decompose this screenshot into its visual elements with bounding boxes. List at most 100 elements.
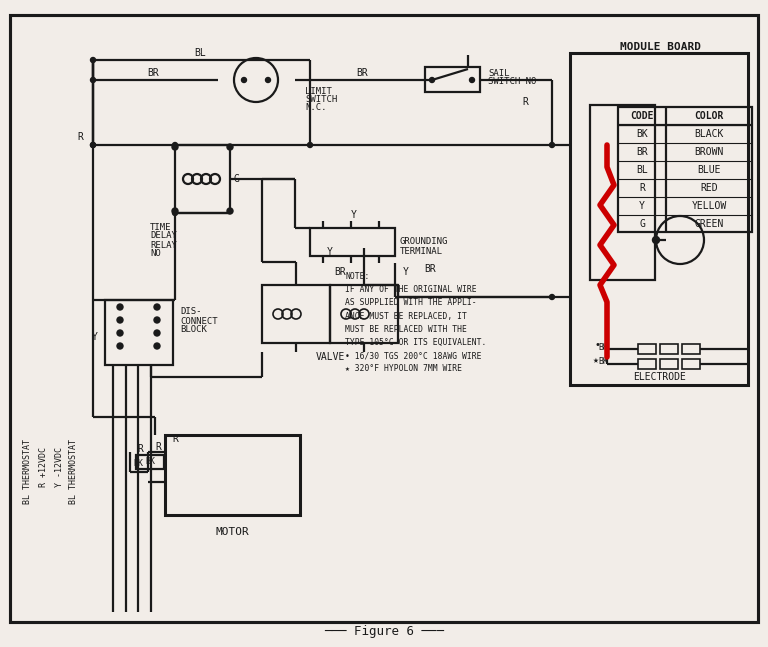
Circle shape xyxy=(307,142,313,148)
Bar xyxy=(105,300,173,365)
Text: DIS-: DIS- xyxy=(180,307,201,316)
Text: BL: BL xyxy=(194,48,206,58)
Text: R: R xyxy=(155,442,161,452)
Text: SAIL: SAIL xyxy=(488,69,509,78)
Text: BR: BR xyxy=(636,147,648,157)
Circle shape xyxy=(91,142,95,148)
Text: MOTOR: MOTOR xyxy=(215,527,249,537)
Text: NOTE:
IF ANY OF THE ORIGINAL WIRE
AS SUPPLIED WITH THE APPLI-
ANCE MUST BE REPLA: NOTE: IF ANY OF THE ORIGINAL WIRE AS SUP… xyxy=(345,272,486,373)
Text: SWITCH NO: SWITCH NO xyxy=(488,76,536,85)
Text: BK: BK xyxy=(133,459,143,468)
Circle shape xyxy=(173,142,177,148)
Text: BK: BK xyxy=(598,356,608,366)
Bar xyxy=(638,359,656,369)
Text: TIME: TIME xyxy=(150,223,171,232)
Text: MODULE BOARD: MODULE BOARD xyxy=(620,42,700,52)
Bar xyxy=(175,145,230,213)
Text: BL THERMOSTAT: BL THERMOSTAT xyxy=(69,439,78,505)
Text: N.C.: N.C. xyxy=(305,104,326,113)
Text: BL: BL xyxy=(636,165,648,175)
Circle shape xyxy=(154,330,160,336)
Text: SWITCH: SWITCH xyxy=(305,96,337,105)
Circle shape xyxy=(653,237,660,243)
Text: RED: RED xyxy=(700,183,718,193)
Bar xyxy=(425,67,480,92)
Text: NO: NO xyxy=(150,250,161,259)
Bar xyxy=(660,359,678,369)
Text: COLOR: COLOR xyxy=(694,111,723,121)
Bar xyxy=(330,285,398,343)
Circle shape xyxy=(91,142,95,148)
Text: R: R xyxy=(137,444,143,454)
Bar xyxy=(682,359,700,369)
Text: Y: Y xyxy=(327,247,333,257)
Bar xyxy=(660,344,678,354)
Bar xyxy=(682,344,700,354)
Text: Y: Y xyxy=(92,332,98,342)
Text: Y -12VDC: Y -12VDC xyxy=(55,447,64,487)
Circle shape xyxy=(117,317,123,323)
Text: BK: BK xyxy=(145,457,155,466)
Circle shape xyxy=(241,78,247,83)
Text: R: R xyxy=(172,434,178,444)
Text: Y: Y xyxy=(639,201,645,211)
Circle shape xyxy=(117,343,123,349)
Circle shape xyxy=(154,343,160,349)
Text: CONNECT: CONNECT xyxy=(180,316,217,325)
Text: ─── Figure 6 ───: ─── Figure 6 ─── xyxy=(324,626,444,639)
Text: G: G xyxy=(639,219,645,229)
Bar xyxy=(570,53,748,385)
Text: DELAY: DELAY xyxy=(150,232,177,241)
Circle shape xyxy=(227,144,233,150)
Text: R +12VDC: R +12VDC xyxy=(39,447,48,487)
Text: BK: BK xyxy=(636,129,648,139)
Circle shape xyxy=(91,78,95,83)
Text: •: • xyxy=(594,340,600,350)
Text: BR: BR xyxy=(147,68,159,78)
Circle shape xyxy=(173,210,177,215)
Circle shape xyxy=(172,208,178,214)
Text: GROUNDING: GROUNDING xyxy=(400,237,449,247)
Bar xyxy=(136,455,164,469)
Circle shape xyxy=(117,330,123,336)
Text: G: G xyxy=(233,174,239,184)
Text: BR: BR xyxy=(424,264,436,274)
Text: YELLOW: YELLOW xyxy=(691,201,727,211)
Text: BL THERMOSTAT: BL THERMOSTAT xyxy=(24,439,32,505)
Circle shape xyxy=(429,78,435,83)
Text: ELECTRODE: ELECTRODE xyxy=(634,372,687,382)
Bar xyxy=(310,228,395,256)
Text: BROWN: BROWN xyxy=(694,147,723,157)
Circle shape xyxy=(549,294,554,300)
Circle shape xyxy=(227,208,233,214)
Circle shape xyxy=(469,78,475,83)
Bar xyxy=(638,344,656,354)
Text: BLOCK: BLOCK xyxy=(180,325,207,334)
Text: R: R xyxy=(522,97,528,107)
Circle shape xyxy=(549,142,554,148)
Text: Y: Y xyxy=(351,210,357,220)
Text: Y: Y xyxy=(403,267,409,277)
Circle shape xyxy=(117,304,123,310)
Circle shape xyxy=(154,317,160,323)
Text: BLUE: BLUE xyxy=(697,165,720,175)
Text: R: R xyxy=(639,183,645,193)
Text: BLACK: BLACK xyxy=(694,129,723,139)
Bar xyxy=(262,285,330,343)
Circle shape xyxy=(172,144,178,150)
Bar xyxy=(165,435,300,515)
Text: VALVE: VALVE xyxy=(316,352,345,362)
Circle shape xyxy=(154,304,160,310)
Text: RELAY: RELAY xyxy=(150,241,177,250)
Text: LIMIT: LIMIT xyxy=(305,87,332,96)
Text: R: R xyxy=(77,132,83,142)
Circle shape xyxy=(266,78,270,83)
Text: CODE: CODE xyxy=(631,111,654,121)
Text: TERMINAL: TERMINAL xyxy=(400,247,443,256)
Text: GREEN: GREEN xyxy=(694,219,723,229)
Text: BR: BR xyxy=(334,267,346,277)
Text: BR: BR xyxy=(356,68,368,78)
Text: ★: ★ xyxy=(593,355,599,365)
Bar xyxy=(618,107,752,232)
Circle shape xyxy=(91,58,95,63)
